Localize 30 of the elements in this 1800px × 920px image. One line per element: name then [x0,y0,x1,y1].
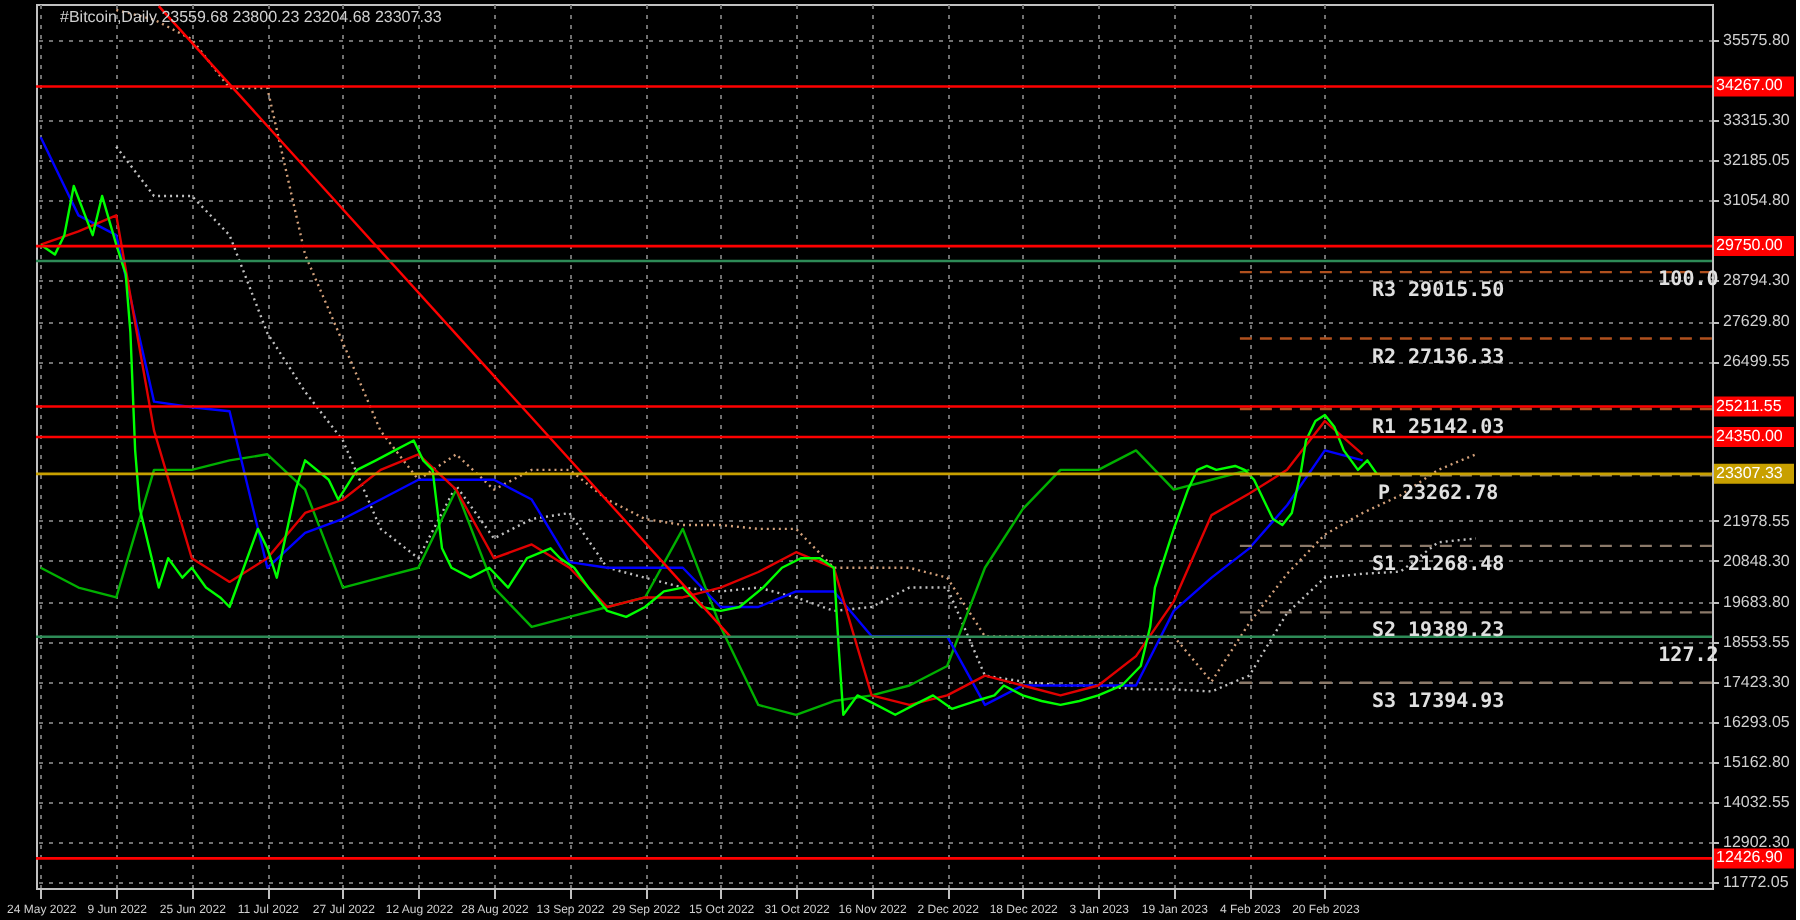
y-tick-label: 16293.05 [1723,712,1791,731]
annotation: S1 21268.48 [1371,553,1505,576]
y-tick-label: 35575.80 [1723,31,1791,50]
y-tick-label: 11772.05 [1723,872,1790,891]
y-tick-label: 28794.30 [1723,270,1791,289]
annotation: R1 25142.03 [1371,416,1505,439]
ref-line-label: 12426.90 [1716,848,1784,867]
annotation: R3 29015.50 [1371,280,1505,303]
ref-line-label: 34267.00 [1716,76,1784,95]
y-tick-label: 14032.55 [1723,792,1791,811]
y-tick-label: 33315.30 [1723,111,1791,130]
y-tick-label: 21978.55 [1723,511,1791,530]
y-tick-label: 32185.05 [1723,151,1791,170]
y-tick-label: 26499.55 [1723,352,1791,371]
ref-line-label: 24350.00 [1716,426,1784,445]
y-tick-label: 31054.80 [1723,191,1791,209]
ref-line-label: 25211.55 [1716,396,1783,415]
y-tick-label: 19683.80 [1723,592,1791,611]
y-tick-label: 17423.30 [1723,672,1791,691]
annotation: S3 17394.93 [1371,690,1505,713]
y-tick-label: 27629.80 [1723,312,1791,331]
y-tick-label: 20848.30 [1723,551,1791,570]
y-tick-label: 18553.55 [1723,632,1791,651]
ref-line-label: 29750.00 [1716,236,1784,255]
annotation: R2 27136.33 [1371,346,1505,369]
y-tick-label: 15162.80 [1723,752,1791,771]
y-tick-label: 12902.30 [1723,832,1791,851]
ref-line-label: 23307.33 [1716,463,1784,482]
line-series [39,449,1251,717]
annotation: P 23262.78 [1377,483,1499,506]
